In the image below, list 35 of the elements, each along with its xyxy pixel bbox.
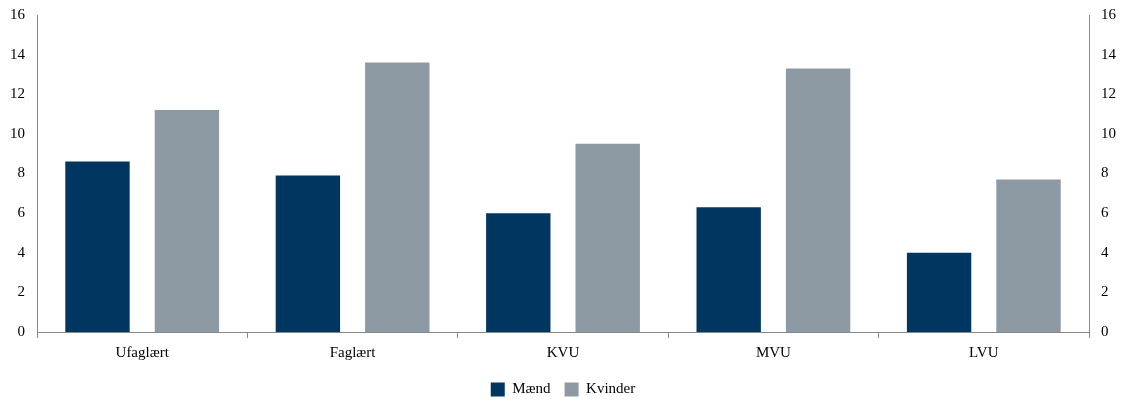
y-tick-label: 10 <box>10 124 25 141</box>
legend-label: Mænd <box>512 380 552 397</box>
y2-tick-label: 2 <box>1101 283 1109 300</box>
y2-tick-label: 0 <box>1101 322 1109 339</box>
x-tick-label: Ufaglært <box>115 343 170 360</box>
bar <box>906 252 972 332</box>
x-tick-label: KVU <box>546 343 580 360</box>
legend-label: Kvinder <box>586 380 636 397</box>
bar <box>696 207 761 332</box>
bar <box>996 179 1061 332</box>
x-tick-label: MVU <box>755 343 792 360</box>
y-tick-label: 2 <box>17 283 25 300</box>
y2-tick-label: 14 <box>1101 45 1117 62</box>
y2-tick-label: 16 <box>1101 5 1117 22</box>
bar <box>154 110 220 332</box>
y2-tick-label: 4 <box>1101 243 1109 260</box>
bar <box>365 62 430 332</box>
y-tick-label: 6 <box>17 204 26 221</box>
bar <box>275 175 341 332</box>
y2-tick-label: 12 <box>1101 85 1116 102</box>
y2-tick-label: 6 <box>1101 204 1109 221</box>
bar <box>575 143 640 332</box>
y-tick-label: 8 <box>17 164 25 181</box>
y-tick-label: 12 <box>10 85 25 102</box>
bar <box>65 161 130 332</box>
x-tick-label: LVU <box>969 343 999 360</box>
y2-tick-label: 8 <box>1101 164 1109 181</box>
y-tick-label: 0 <box>17 322 25 339</box>
bar <box>785 68 851 332</box>
bar <box>486 213 551 332</box>
y-tick-label: 4 <box>17 243 26 260</box>
y-tick-label: 14 <box>10 45 26 62</box>
x-tick-label: Faglært <box>329 343 377 360</box>
y2-tick-label: 10 <box>1101 124 1116 141</box>
y-tick-label: 16 <box>10 5 26 22</box>
